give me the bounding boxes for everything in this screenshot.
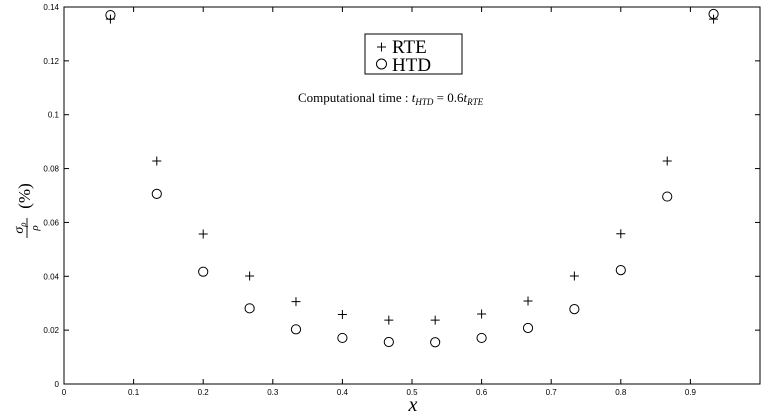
- htd-point: [383, 336, 394, 348]
- x-tick-label: 0.6: [476, 388, 488, 397]
- y-ticks: 0 0.02 0.04 0.06 0.08 0.1 0.12 0.14: [43, 3, 760, 389]
- htd-point: [662, 191, 673, 202]
- data-marks: [105, 8, 719, 348]
- x-tick-label: 0: [62, 388, 67, 397]
- x-tick-label: 0.7: [546, 388, 558, 397]
- plus-marker-icon: [377, 42, 386, 52]
- x-tick-label: 0.3: [267, 388, 279, 397]
- rte-point: [384, 315, 394, 325]
- x-tick-label: 0.2: [198, 388, 210, 397]
- rte-point: [152, 156, 162, 166]
- htd-point: [569, 304, 580, 315]
- htd-point: [151, 188, 162, 199]
- htd-point: [430, 337, 441, 348]
- x-tick-label: 0.9: [685, 388, 697, 397]
- rte-point: [337, 310, 347, 320]
- rte-point: [662, 156, 672, 166]
- htd-point: [105, 9, 116, 21]
- htd-point: [337, 332, 348, 344]
- htd-point: [476, 332, 487, 344]
- x-tick-label: 0.4: [337, 388, 349, 397]
- y-tick-label: 0.08: [43, 165, 59, 174]
- rte-point: [616, 229, 626, 239]
- y-tick-label: 0.06: [43, 218, 59, 227]
- x-axis-label: x: [408, 394, 418, 414]
- rte-point: [105, 14, 115, 24]
- htd-point: [244, 303, 255, 314]
- series-htd: [105, 8, 719, 348]
- y-tick-label: 0.04: [43, 272, 59, 281]
- legend: RTE HTD: [364, 33, 463, 76]
- legend-item-htd: HTD: [376, 55, 431, 76]
- y-tick-label: 0.02: [43, 326, 59, 335]
- y-tick-label: 0.12: [43, 57, 59, 66]
- x-tick-label: 0.8: [615, 388, 627, 397]
- rte-point: [477, 309, 487, 319]
- rte-point: [245, 271, 255, 281]
- x-ticks: 0 0.1 0.2 0.3 0.4 0.5 0.6 0.7 0.8 0.9: [62, 7, 697, 397]
- circle-marker-icon: [376, 58, 387, 70]
- rte-point: [523, 296, 533, 306]
- rte-point: [709, 14, 719, 24]
- x-tick-label: 0.5: [406, 388, 418, 397]
- annotation-computational-time: Computational time : tHTD = 0.6tRTE: [298, 90, 484, 107]
- legend-item-rte: RTE: [377, 37, 427, 58]
- y-label-denominator: ρ: [29, 225, 41, 231]
- y-axis-label: σρ ρ (%): [12, 183, 41, 238]
- y-label-unit: (%): [15, 183, 34, 208]
- legend-label-htd: HTD: [392, 55, 431, 76]
- rte-point: [430, 315, 440, 325]
- htd-point: [198, 266, 209, 277]
- htd-point: [522, 322, 534, 334]
- y-label-numerator: σρ: [12, 222, 28, 234]
- rte-point: [569, 271, 579, 281]
- htd-point: [708, 8, 719, 20]
- y-tick-label: 0: [55, 380, 60, 389]
- rte-point: [291, 297, 301, 307]
- y-tick-label: 0.1: [48, 111, 60, 120]
- legend-label-rte: RTE: [392, 37, 427, 58]
- htd-point: [615, 264, 626, 276]
- y-tick-label: 0.14: [43, 3, 59, 12]
- legend-box: [364, 33, 463, 75]
- series-rte: [105, 14, 719, 325]
- x-tick-label: 0.1: [128, 388, 140, 397]
- rte-point: [198, 229, 208, 239]
- htd-point: [290, 324, 302, 335]
